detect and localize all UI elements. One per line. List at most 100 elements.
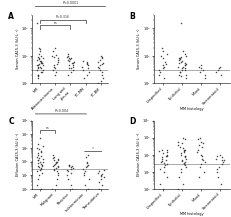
Text: ns: ns (53, 21, 57, 25)
Point (71, 166, 75, 169)
Point (97, 58, 101, 62)
Point (56, 60, 60, 64)
Point (71, 65, 75, 68)
Point (55, 160, 59, 164)
Point (178, 153, 182, 156)
Point (183, 54, 187, 58)
Point (69, 183, 72, 186)
Point (51, 49, 54, 53)
Point (178, 145, 182, 148)
Point (98, 79, 102, 83)
Point (85, 67, 89, 70)
Point (36, 64, 40, 67)
Point (66, 73, 70, 77)
Point (36, 77, 40, 80)
Point (162, 77, 166, 80)
Point (56, 171, 60, 174)
Point (67, 58, 71, 61)
Point (96, 65, 99, 68)
Point (196, 143, 200, 146)
Point (85, 153, 89, 157)
Point (177, 71, 181, 74)
Point (160, 57, 164, 60)
Point (69, 57, 72, 60)
Point (52, 55, 55, 59)
Point (36, 142, 39, 146)
Point (160, 149, 163, 152)
Point (164, 158, 167, 162)
Point (182, 68, 186, 72)
Point (100, 57, 103, 60)
Point (177, 57, 181, 60)
Point (36, 67, 40, 70)
Point (179, 141, 183, 145)
Point (178, 22, 182, 25)
Point (38, 47, 42, 51)
Point (37, 58, 41, 61)
Point (165, 175, 169, 179)
Point (165, 154, 168, 157)
Point (179, 59, 183, 63)
X-axis label: MM histology: MM histology (179, 212, 203, 217)
Point (182, 52, 186, 55)
Point (197, 165, 201, 168)
Point (178, 60, 182, 64)
Point (52, 64, 56, 67)
Point (85, 73, 89, 77)
Point (52, 65, 55, 68)
Point (70, 61, 74, 65)
Point (35, 64, 39, 67)
Point (181, 161, 185, 164)
Point (98, 173, 102, 177)
Point (197, 175, 200, 179)
Point (182, 154, 186, 157)
Point (195, 150, 198, 153)
Point (53, 46, 57, 49)
Point (181, 151, 185, 154)
Point (36, 73, 40, 77)
Point (197, 136, 201, 140)
Point (201, 141, 204, 145)
Point (181, 65, 184, 68)
Point (97, 187, 101, 191)
Point (180, 136, 184, 140)
Point (213, 71, 217, 74)
Point (66, 52, 70, 55)
Point (182, 138, 186, 141)
Point (162, 170, 165, 174)
Point (177, 58, 181, 61)
Point (195, 138, 199, 141)
Point (36, 156, 40, 160)
Y-axis label: Serum CA15-3 (kU·L⁻¹): Serum CA15-3 (kU·L⁻¹) (137, 29, 140, 69)
Point (65, 55, 69, 59)
Point (36, 164, 40, 167)
Point (67, 64, 71, 67)
Point (41, 144, 45, 147)
Point (160, 157, 164, 160)
Point (37, 148, 41, 151)
Point (199, 155, 203, 158)
Point (54, 183, 58, 186)
Point (99, 175, 103, 178)
Point (39, 155, 43, 158)
Point (100, 55, 104, 59)
Point (160, 67, 164, 70)
Point (53, 162, 57, 165)
Point (53, 73, 56, 77)
Y-axis label: Serum CA15-3 (kU·L⁻¹): Serum CA15-3 (kU·L⁻¹) (16, 29, 20, 69)
Point (67, 163, 71, 166)
Point (38, 49, 41, 53)
Point (182, 163, 186, 167)
Point (176, 65, 179, 68)
Point (85, 160, 89, 163)
Point (183, 165, 187, 168)
Point (50, 164, 54, 167)
Point (96, 82, 100, 85)
Point (37, 165, 41, 169)
Point (71, 64, 75, 67)
Text: P<0.004: P<0.004 (54, 108, 68, 113)
Point (199, 153, 203, 156)
Point (40, 171, 44, 174)
Point (161, 165, 165, 168)
Point (180, 182, 184, 185)
